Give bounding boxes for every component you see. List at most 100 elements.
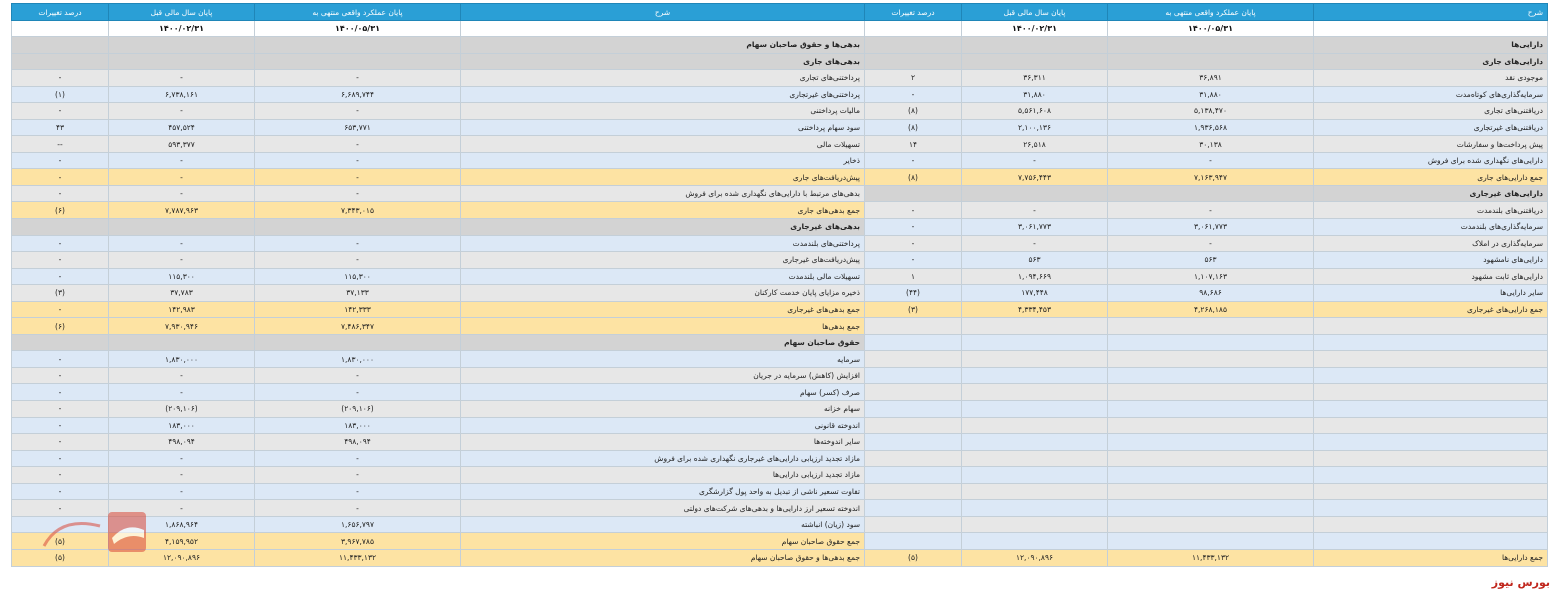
prior-value-cell: [961, 317, 1108, 335]
table-row: - - - پیش‌دریافت‌های غیرجاری -۵۶۳ ۵۶۳ دارایی‌ه…: [11, 251, 1548, 269]
prior-value-cell: ۱۱۵,۳۰۰: [108, 267, 255, 286]
header-prior-left: پایان سال مالی قبل: [108, 3, 255, 21]
item-label-cell: [1313, 515, 1548, 534]
actual-value-cell: [1107, 532, 1314, 550]
actual-value-cell: [254, 52, 461, 71]
change-cell: -: [11, 499, 109, 517]
change-cell: [864, 515, 962, 534]
actual-value-cell: ۱,۱۰۷,۱۶۳: [1107, 267, 1314, 286]
watermark-logo: [42, 512, 146, 552]
change-cell: -: [864, 218, 962, 236]
actual-value-cell: [1107, 333, 1314, 352]
table-row: بدهی‌های جاری دارایی‌های جاری: [11, 52, 1548, 71]
table-row: - - - افزایش (کاهش) سرمایه در جریان: [11, 366, 1548, 385]
item-label-cell: جمع بدهی‌های غیرجاری: [460, 300, 865, 319]
item-label-cell: [1313, 400, 1548, 418]
change-cell: -: [11, 168, 109, 186]
actual-value-cell: -: [254, 499, 461, 517]
table-body: درصد تغییرات پایان سال مالی قبل پایان عم…: [11, 3, 1548, 567]
item-label-cell: ذخیره مزایای پایان خدمت کارکنان: [460, 284, 865, 302]
actual-value-cell: ۱۱,۴۳۳,۱۳۲: [254, 548, 461, 567]
prior-value-cell: [961, 383, 1108, 402]
item-label-cell: سود سهام پرداختنی: [460, 118, 865, 137]
actual-value-cell: ۳۱,۸۸۰: [1107, 85, 1314, 104]
item-label-cell: سرمایه‌گذاری‌های کوتاه‌مدت: [1313, 85, 1548, 104]
change-cell: [11, 218, 109, 236]
actual-value-cell: ۱,۹۳۶,۵۶۸: [1107, 118, 1314, 137]
item-label-cell: جمع حقوق صاحبان سهام: [460, 532, 865, 550]
change-cell: [864, 184, 962, 203]
change-cell: -: [864, 85, 962, 104]
item-label-cell: [1313, 383, 1548, 402]
actual-value-cell: [254, 36, 461, 54]
prior-value-cell: [961, 400, 1108, 418]
prior-value-cell: -: [108, 482, 255, 501]
header-sharh-right: شرح: [1313, 3, 1548, 21]
change-cell: [864, 350, 962, 368]
table-row: - - - پرداختنی‌های تجاری ۲ ۳۶,۳۱۱ ۳۶,۸۹۱ موجودی…: [11, 69, 1548, 87]
table-row: - - - صرف (کسر) سهام: [11, 383, 1548, 402]
actual-value-cell: -: [254, 151, 461, 170]
actual-value-cell: [1107, 383, 1314, 402]
actual-value-cell: ۷,۳۴۳,۰۱۵: [254, 201, 461, 220]
item-label-cell: جمع بدهی‌ها: [460, 317, 865, 335]
change-cell: -: [11, 433, 109, 451]
actual-value-cell: [1107, 499, 1314, 517]
change-cell: -: [11, 69, 109, 87]
actual-value-cell: -: [254, 449, 461, 468]
prior-value-cell: ۱۸۳,۰۰۰: [108, 416, 255, 435]
table-row: - - - مالیات پرداختنی (۸) ۵,۵۶۱,۶۰۸ ۵,۱۳۸,۴۷۰ د…: [11, 102, 1548, 120]
prior-value-cell: -: [108, 499, 255, 517]
prior-value-cell: ۳,۰۶۱,۷۷۳: [961, 218, 1108, 236]
actual-value-cell: [1107, 433, 1314, 451]
prior-value-cell: [961, 466, 1108, 484]
change-cell: (۵): [11, 532, 109, 550]
item-label-cell: دارایی‌ها: [1313, 36, 1548, 54]
change-cell: -: [11, 151, 109, 170]
prior-value-cell: ۶,۷۳۸,۱۶۱: [108, 85, 255, 104]
change-cell: [864, 36, 962, 54]
change-cell: -: [11, 416, 109, 435]
table-row: - - - پرداختنی‌های بلندمدت - - - سرمایه‌گذاری د…: [11, 234, 1548, 253]
item-label-cell: دریافتنی‌های غیرتجاری: [1313, 118, 1548, 137]
change-cell: [864, 317, 962, 335]
prior-value-cell: ۴۹۸,۰۹۴: [108, 433, 255, 451]
item-label-cell: دارایی‌های ثابت مشهود: [1313, 267, 1548, 286]
item-label-cell: دارایی‌های غیرجاری: [1313, 184, 1548, 203]
change-cell: [864, 532, 962, 550]
change-cell: [11, 333, 109, 352]
prior-value-cell: ۴,۳۳۴,۴۵۳: [961, 300, 1108, 319]
prior-value-cell: [961, 333, 1108, 352]
header-change-right: درصد تغییرات: [864, 3, 962, 21]
change-cell: [864, 416, 962, 435]
actual-value-cell: -: [254, 251, 461, 269]
prior-value-cell: -: [108, 102, 255, 120]
actual-value-cell: -: [254, 135, 461, 153]
prior-value-cell: -: [961, 234, 1108, 253]
actual-value-cell: [1107, 449, 1314, 468]
actual-value-cell: ۵,۱۳۸,۴۷۰: [1107, 102, 1314, 120]
actual-value-cell: [254, 218, 461, 236]
change-cell: -: [11, 102, 109, 120]
item-label-cell: جمع دارایی‌های جاری: [1313, 168, 1548, 186]
prior-value-cell: ۴۵۷,۵۲۴: [108, 118, 255, 137]
item-label-cell: پرداختنی‌های بلندمدت: [460, 234, 865, 253]
item-label-cell: جمع دارایی‌ها: [1313, 548, 1548, 567]
item-label-cell: مازاد تجدید ارزیابی دارایی‌های غیرجاری ن…: [460, 449, 865, 468]
table-row: (۱) ۶,۷۳۸,۱۶۱ ۶,۶۸۹,۷۴۴ پرداختنی‌های غیرتجا…: [11, 85, 1548, 104]
actual-value-cell: ۶۵۳,۷۷۱: [254, 118, 461, 137]
prior-value-cell: [961, 482, 1108, 501]
table-row: -- ۵۹۳,۳۷۷- تسهیلات مالی ۱۴ ۲۶,۵۱۸ ۳۰,۱۳۸ پیش …: [11, 135, 1548, 153]
prior-value-cell: ۲۶,۵۱۸: [961, 135, 1108, 153]
item-label-cell: تسهیلات مالی: [460, 135, 865, 153]
table-row: حقوق صاحبان سهام: [11, 333, 1548, 352]
table-row: -۴۹۸,۰۹۴ ۴۹۸,۰۹۴ سایر اندوخته‌ها: [11, 433, 1548, 451]
table-row: بدهی‌های غیرجاری -۳,۰۶۱,۷۷۳ ۳,۰۶۱,۷۷۳ سرمای…: [11, 218, 1548, 236]
prior-value-cell: ۱,۸۳۰,۰۰۰: [108, 350, 255, 368]
change-cell: [11, 36, 109, 54]
table-row: -۱۸۳,۰۰۰ ۱۸۳,۰۰۰ اندوخته قانونی: [11, 416, 1548, 435]
prior-value-cell: [961, 449, 1108, 468]
table-row: (۵) ۴,۱۵۹,۹۵۲ ۳,۹۶۷,۷۸۵ جمع حقوق صاحبان سها…: [11, 532, 1548, 550]
header-sharh-left: شرح: [460, 3, 865, 21]
table-row: (۶) ۷,۷۸۷,۹۶۳ ۷,۳۴۳,۰۱۵ جمع بدهی‌های جاری - -…: [11, 201, 1548, 220]
